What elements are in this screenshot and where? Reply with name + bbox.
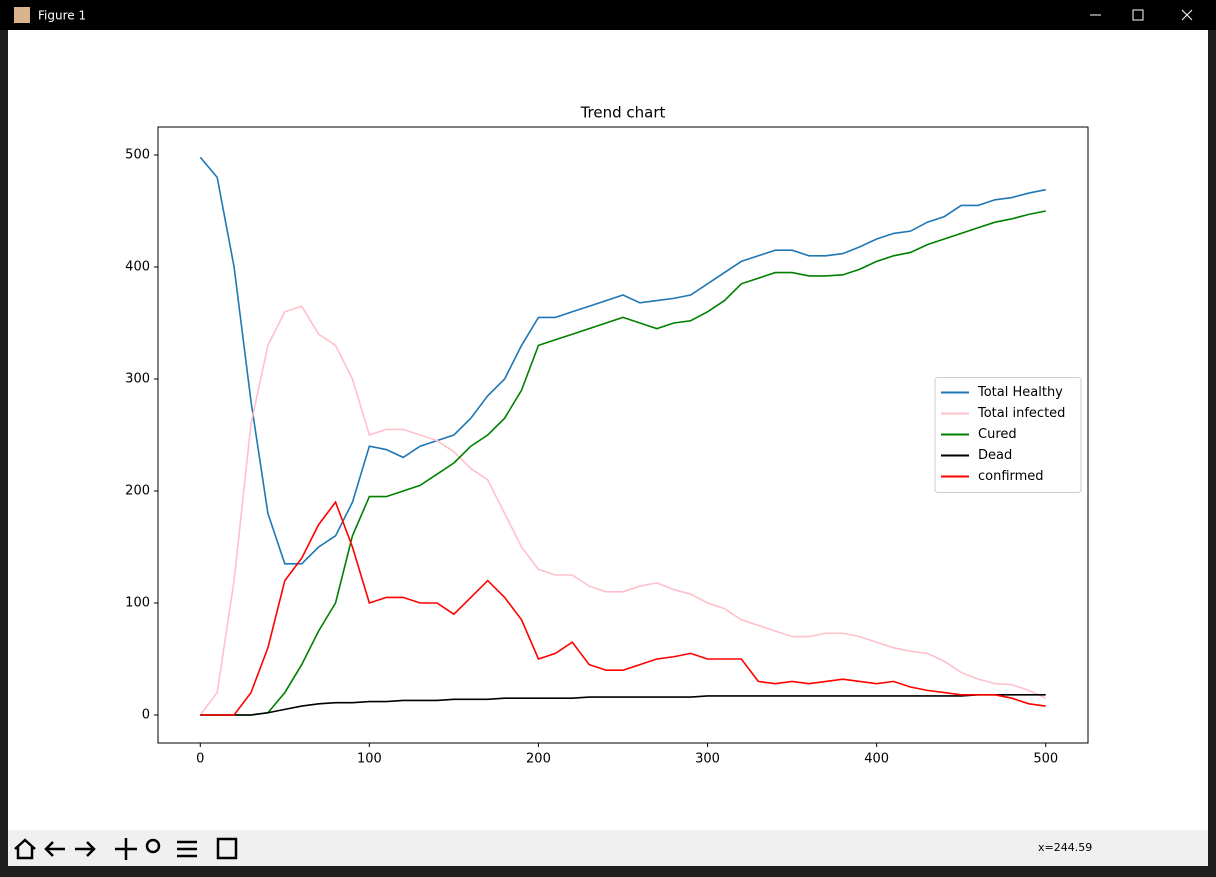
series-line [200, 694, 1046, 716]
close-button[interactable] [1181, 9, 1193, 21]
legend-label: Cured [978, 427, 1017, 442]
y-tick-label: 0 [142, 708, 150, 723]
legend-label: Total infected [977, 406, 1065, 421]
x-tick-label: 100 [357, 752, 382, 767]
legend-label: Dead [978, 448, 1012, 463]
legend-box [934, 377, 1082, 493]
legend-label: confirmed [978, 469, 1044, 484]
y-tick-label: 100 [125, 596, 150, 611]
y-tick-label: 200 [125, 484, 150, 499]
window-title: Figure 1 [38, 9, 86, 23]
x-tick-label: 400 [864, 752, 889, 767]
y-tick-label: 500 [125, 148, 150, 163]
legend-label: Total Healthy [977, 385, 1063, 400]
series-line [200, 500, 1046, 716]
zoom-button[interactable] [145, 838, 161, 854]
toolbar [8, 830, 1208, 866]
x-tick-label: 200 [526, 752, 551, 767]
status-text: x=244.59 [1038, 841, 1092, 854]
axes-frame [157, 126, 1089, 744]
app-icon [14, 7, 30, 23]
title-bar [0, 0, 1216, 30]
y-tick-label: 300 [125, 372, 150, 387]
x-tick-label: 300 [695, 752, 720, 767]
save-button[interactable] [216, 837, 238, 860]
series-line [199, 305, 1047, 716]
y-tick-label: 400 [125, 260, 150, 275]
chart-title: Trend chart [580, 104, 666, 122]
series-line [200, 210, 1046, 716]
x-tick-label: 0 [196, 752, 204, 767]
legend: Total Healthy Total infected Cured Dead conf… [934, 377, 1082, 493]
x-tick-label: 500 [1033, 752, 1058, 767]
pan-button[interactable] [115, 838, 137, 860]
back-button[interactable] [44, 841, 65, 857]
forward-button[interactable] [75, 841, 96, 857]
configure-button[interactable] [177, 840, 197, 858]
series-line [199, 156, 1046, 565]
home-button[interactable] [14, 838, 36, 860]
maximize-button[interactable] [1132, 9, 1144, 21]
